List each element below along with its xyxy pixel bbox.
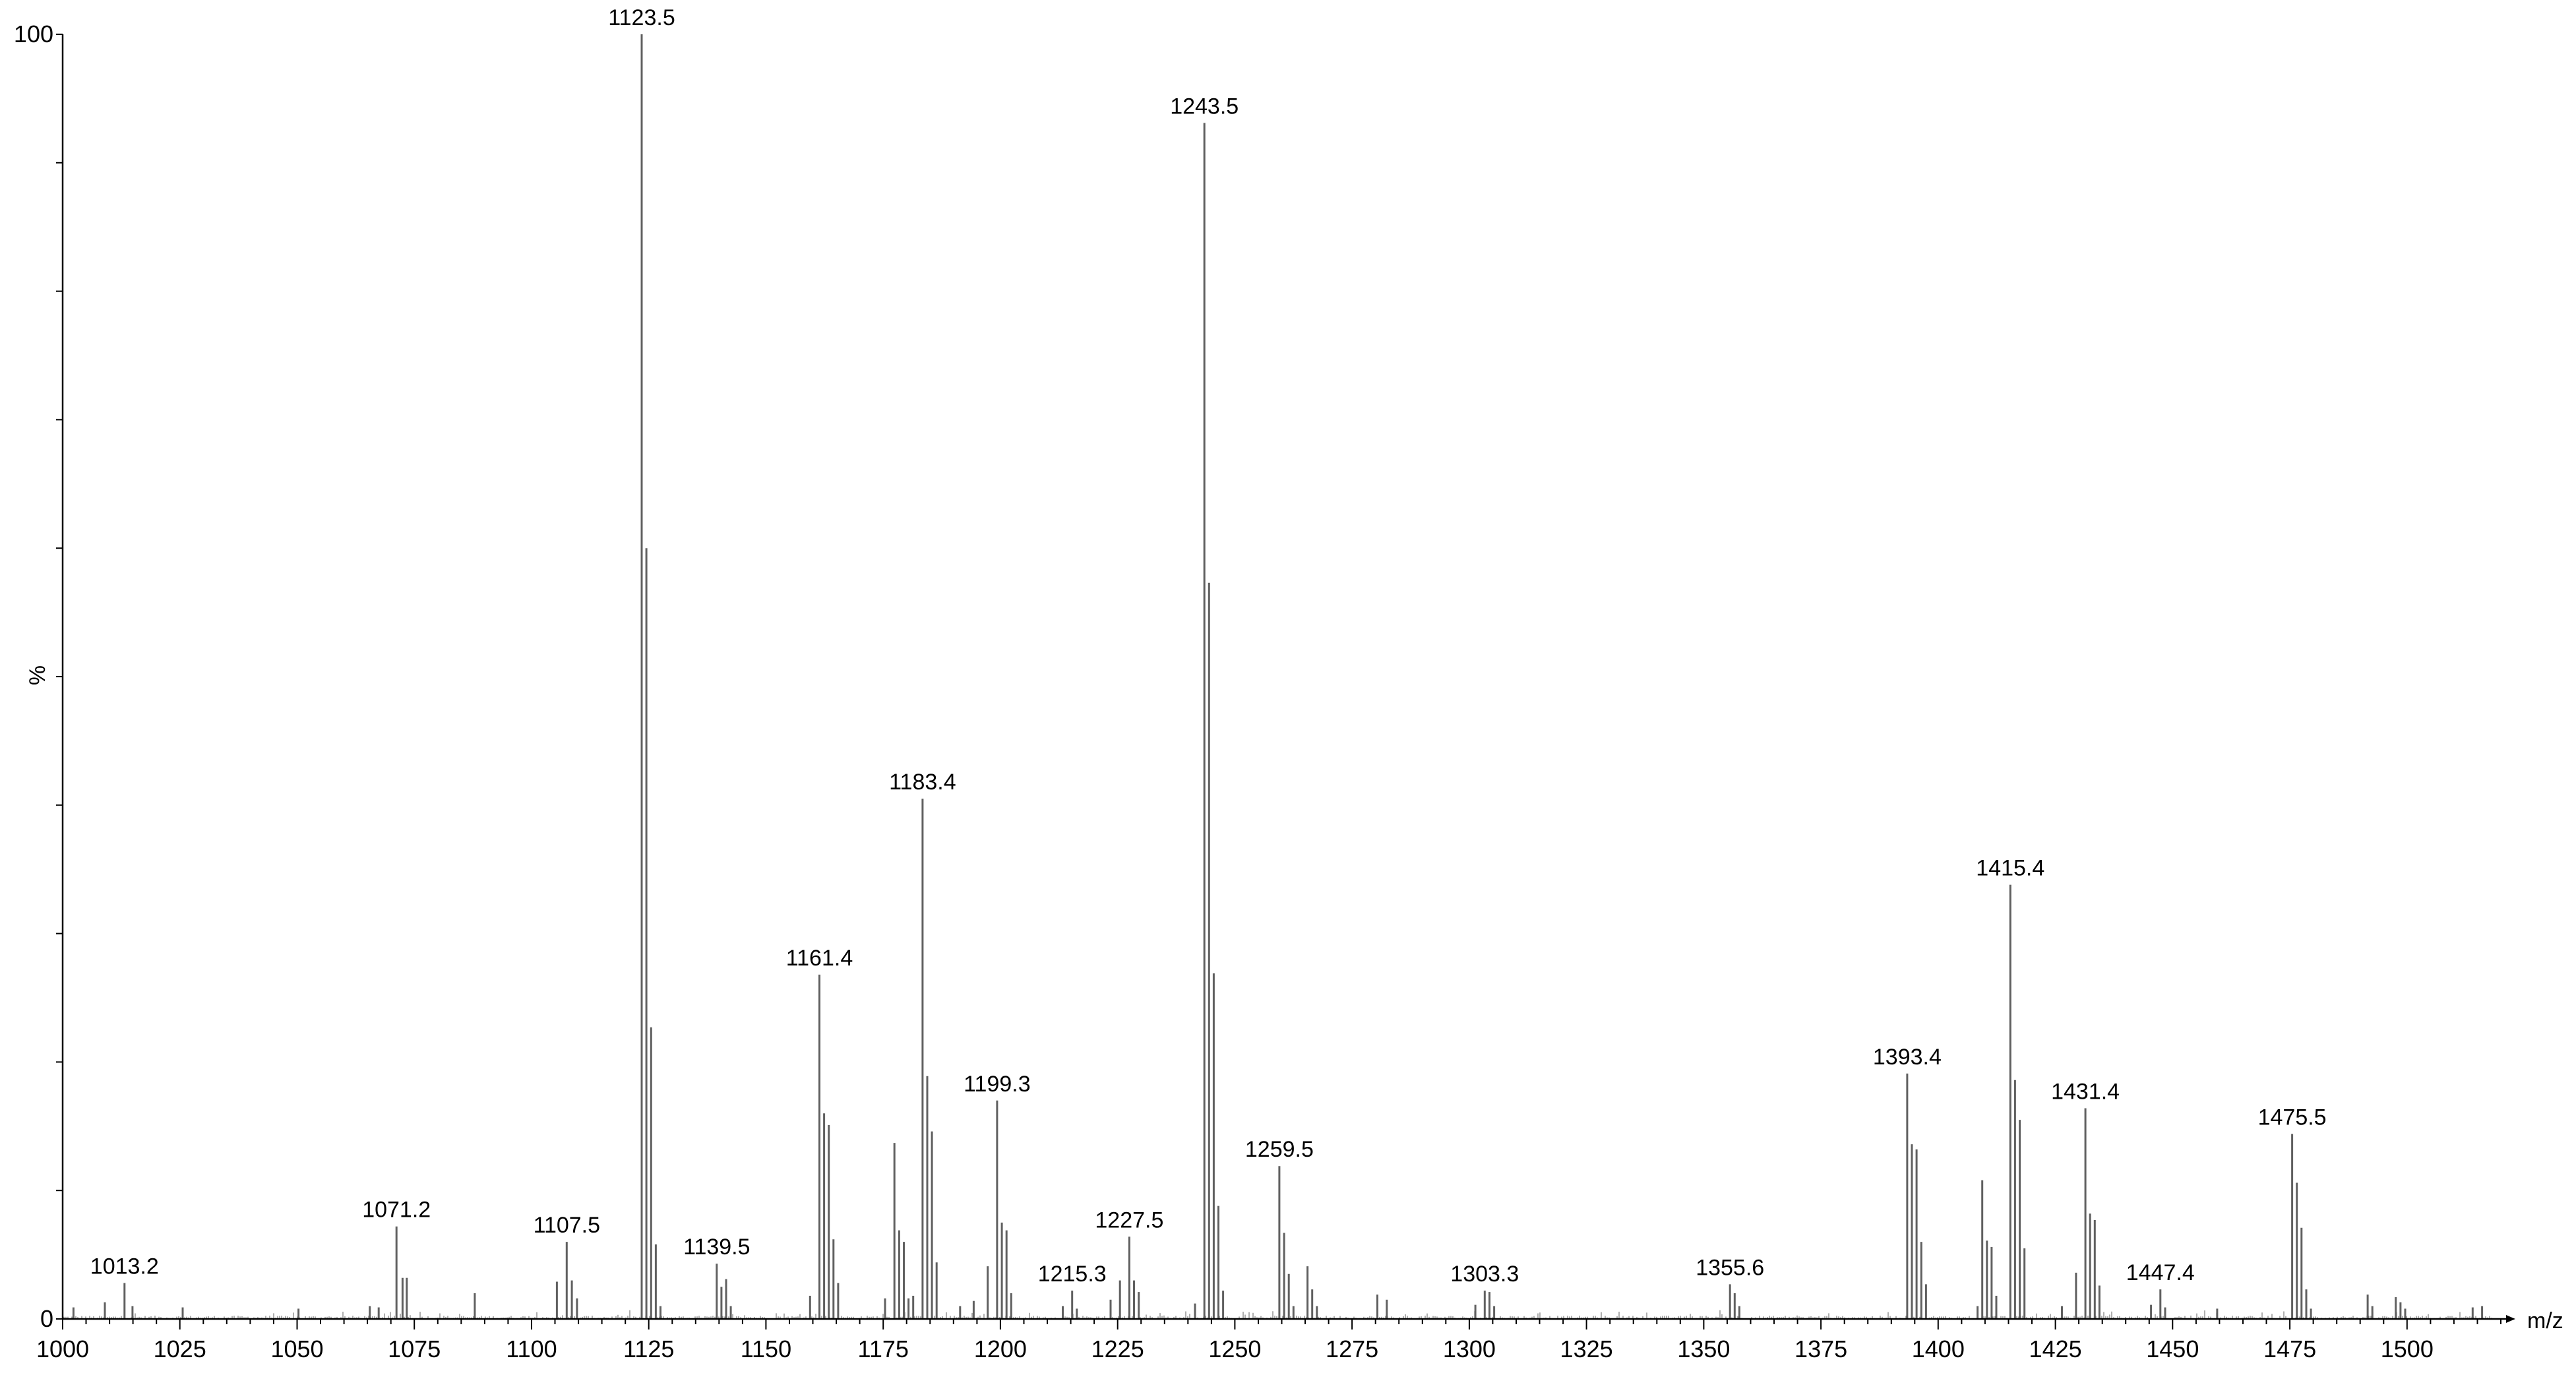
x-tick-label: 1350 — [1677, 1335, 1730, 1362]
x-tick-label: 1425 — [2029, 1335, 2082, 1362]
axes — [61, 34, 2515, 1323]
x-axis-arrow-icon — [2506, 1315, 2515, 1323]
peak-label: 1415.4 — [1976, 856, 2044, 881]
baseline-noise — [63, 1310, 2492, 1319]
peak-label: 1183.4 — [889, 770, 956, 795]
peak-label: 1107.5 — [534, 1213, 600, 1238]
x-tick-label: 1325 — [1560, 1335, 1613, 1362]
x-tick-label: 1275 — [1326, 1335, 1378, 1362]
y-tick-label: 100 — [14, 20, 53, 47]
y-axis-label: % — [25, 665, 50, 685]
x-tick-label: 1100 — [506, 1335, 557, 1362]
x-tick-label: 1375 — [1794, 1335, 1847, 1362]
x-tick-label: 1175 — [857, 1335, 908, 1362]
peak-label: 1227.5 — [1095, 1207, 1163, 1233]
x-tick-label: 1400 — [1912, 1335, 1965, 1362]
peak-label: 1013.2 — [90, 1254, 159, 1279]
peak-label: 1259.5 — [1245, 1137, 1314, 1162]
x-tick-label: 1150 — [741, 1335, 791, 1362]
x-axis-ticks: 1000 1025 1050 1075 1100 1125 1150 1175 1200 1225… — [36, 1319, 2501, 1362]
peak-label: 1123.5 — [608, 5, 675, 30]
peak-label: 1475.5 — [2258, 1105, 2327, 1130]
x-tick-label: 1125 — [623, 1335, 674, 1362]
x-axis-label: m/z — [2527, 1308, 2563, 1333]
peak-label: 1431.4 — [2051, 1080, 2120, 1105]
x-tick-label: 1300 — [1443, 1335, 1496, 1362]
x-tick-label: 1225 — [1091, 1335, 1144, 1362]
peak-label-group: 1013.2 1071.2 1107.5 1123.5 1139.5 1161.4 1183… — [90, 5, 2327, 1287]
peak-label: 1447.4 — [2126, 1260, 2195, 1285]
x-tick-label: 1450 — [2146, 1335, 2199, 1362]
x-tick-label: 1500 — [2381, 1335, 2434, 1362]
x-tick-label: 1025 — [154, 1335, 206, 1362]
x-tick-label: 1050 — [270, 1335, 323, 1362]
peak-label: 1071.2 — [362, 1198, 431, 1223]
x-tick-label: 1475 — [2263, 1335, 2316, 1362]
x-tick-label: 1250 — [1208, 1335, 1261, 1362]
peak-series — [72, 34, 2484, 1319]
peak-label: 1355.6 — [1696, 1255, 1764, 1280]
y-tick-label: 0 — [40, 1305, 53, 1332]
peak-label: 1303.3 — [1450, 1262, 1519, 1287]
peak-label: 1393.4 — [1873, 1045, 1942, 1070]
x-tick-label: 1075 — [388, 1335, 441, 1362]
y-axis-ticks: 0 100 — [14, 20, 63, 1332]
peak-label: 1161.4 — [786, 946, 853, 971]
baseline-noise-path — [63, 1310, 2492, 1319]
x-tick-label: 1000 — [36, 1335, 89, 1362]
peak-label: 1139.5 — [683, 1235, 750, 1260]
x-tick-label: 1200 — [974, 1335, 1027, 1362]
peak-label: 1215.3 — [1038, 1262, 1107, 1287]
peak-label: 1199.3 — [964, 1072, 1030, 1097]
peak-label: 1243.5 — [1170, 94, 1239, 119]
